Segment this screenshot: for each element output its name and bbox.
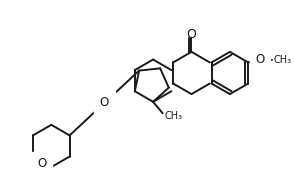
Text: CH₃: CH₃ <box>273 55 291 64</box>
Text: O: O <box>255 53 264 66</box>
Text: O: O <box>100 96 109 109</box>
Text: CH₃: CH₃ <box>165 111 183 121</box>
Text: O: O <box>38 157 47 170</box>
Text: O: O <box>187 28 196 41</box>
